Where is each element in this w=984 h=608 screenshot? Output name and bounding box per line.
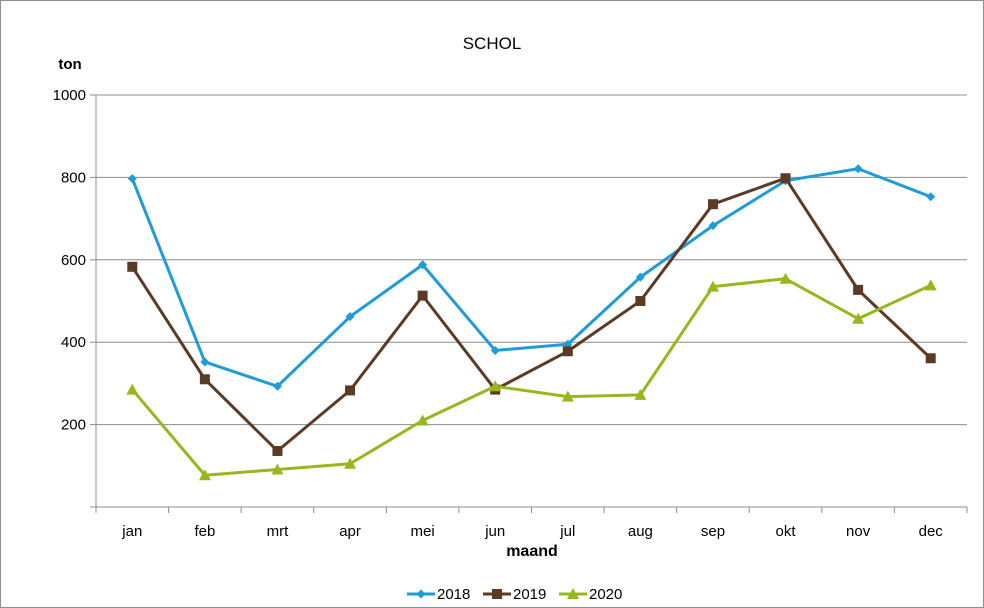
chart-title: SCHOL xyxy=(463,34,522,53)
series-line xyxy=(130,167,932,388)
data-point xyxy=(272,445,283,456)
data-point xyxy=(417,290,428,301)
y-tick-label: 400 xyxy=(61,334,86,351)
data-point xyxy=(926,192,936,202)
data-point xyxy=(489,380,502,392)
data-point xyxy=(199,374,210,385)
y-tick-label: 600 xyxy=(61,252,86,269)
x-tick-label: apr xyxy=(339,523,361,540)
legend-item-2019: 2019 xyxy=(483,586,546,603)
x-tick-label: okt xyxy=(776,523,797,540)
legend-label: 2018 xyxy=(437,586,470,603)
data-point xyxy=(272,381,282,391)
x-tick-label: mei xyxy=(411,523,435,540)
x-tick-labels: jan feb mrt apr mei jun jul aug sep okt nov dec xyxy=(121,523,943,540)
series-2020 xyxy=(126,272,937,481)
series-2019 xyxy=(127,173,936,456)
data-point xyxy=(567,588,579,599)
data-point xyxy=(200,357,210,367)
legend-item-2018: 2018 xyxy=(407,586,470,603)
x-tick-label: jun xyxy=(484,523,505,540)
legend-label: 2020 xyxy=(589,586,622,603)
x-tick-label: feb xyxy=(194,523,215,540)
data-point xyxy=(418,260,428,270)
data-point xyxy=(492,589,502,599)
data-point xyxy=(708,221,718,231)
data-point xyxy=(853,164,863,174)
data-point xyxy=(635,296,646,306)
data-point xyxy=(416,414,429,426)
data-point xyxy=(707,199,718,210)
data-point xyxy=(924,279,937,291)
data-point xyxy=(780,173,791,184)
y-axis-label: ton xyxy=(58,56,81,73)
data-point xyxy=(345,385,356,396)
data-point xyxy=(416,589,426,599)
x-axis-label: maand xyxy=(506,543,558,560)
data-point xyxy=(126,383,139,395)
x-tick-label: mrt xyxy=(267,523,289,540)
series-line xyxy=(131,277,932,477)
data-point xyxy=(561,390,574,402)
data-point xyxy=(127,261,138,272)
x-tick-label: jul xyxy=(559,523,575,540)
axes xyxy=(90,94,968,513)
data-point xyxy=(634,388,647,400)
legend-label: 2019 xyxy=(513,586,546,603)
x-tick-label: aug xyxy=(628,523,653,540)
series-group xyxy=(126,164,937,481)
data-point xyxy=(852,312,865,324)
data-point xyxy=(779,272,792,284)
legend-item-2020: 2020 xyxy=(559,586,622,603)
x-tick-label: jan xyxy=(121,523,142,540)
legend: 2018 2019 2020 xyxy=(407,586,622,603)
y-tick-label: 200 xyxy=(61,417,86,434)
data-point xyxy=(925,353,936,364)
data-point xyxy=(198,469,211,481)
y-tick-label: 800 xyxy=(61,169,86,186)
data-point xyxy=(853,284,864,295)
x-tick-label: dec xyxy=(919,523,944,540)
y-tick-labels: 200 400 600 800 1000 xyxy=(53,87,86,434)
series-line xyxy=(131,176,932,453)
x-tick-label: sep xyxy=(701,523,725,540)
y-tick-label: 1000 xyxy=(53,87,86,104)
data-point xyxy=(271,463,284,475)
data-point xyxy=(345,312,355,322)
data-point xyxy=(344,457,357,469)
data-point xyxy=(706,280,719,292)
data-point xyxy=(635,272,645,282)
data-point xyxy=(490,345,500,355)
data-point xyxy=(127,174,137,184)
x-tick-label: nov xyxy=(846,523,871,540)
data-point xyxy=(562,346,573,357)
gridlines xyxy=(96,94,967,426)
series-2018 xyxy=(127,164,936,391)
